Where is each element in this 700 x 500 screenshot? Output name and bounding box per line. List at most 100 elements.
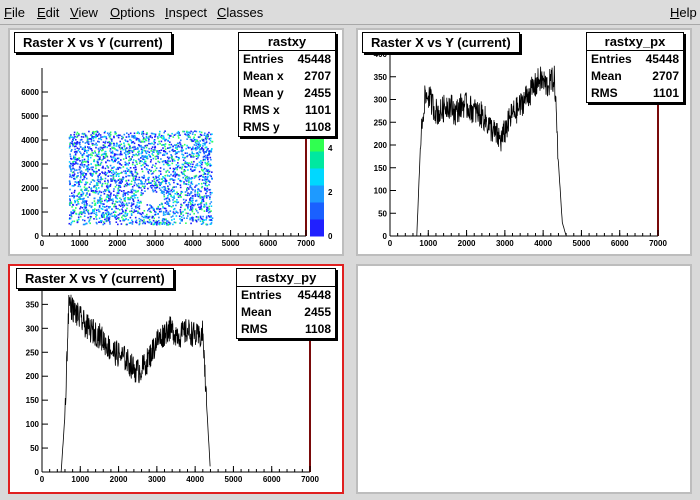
- rastxy-plot[interactable]: 0 1000 2000 3000 4000 5000 6000 700001000200030…: [10, 30, 346, 258]
- heatmap-cell: [93, 180, 96, 182]
- y-tick-label: 300: [26, 324, 40, 333]
- heatmap-cell: [150, 223, 153, 225]
- heatmap-cell: [132, 195, 135, 197]
- heatmap-cell: [99, 201, 101, 204]
- menu-inspect[interactable]: Inspect: [165, 5, 207, 20]
- heatmap-cell: [163, 191, 165, 193]
- heatmap-cell: [93, 160, 96, 163]
- heatmap-cell: [109, 148, 112, 150]
- pad-rastxy-px[interactable]: 0 1000 2000 3000 4000 5000 6000 7000 0 50 100 150 20…: [356, 28, 692, 256]
- heatmap-cell: [105, 173, 107, 176]
- heatmap-cell: [191, 210, 194, 213]
- heatmap-cell: [95, 211, 98, 214]
- pad-rastxy[interactable]: 0 1000 2000 3000 4000 5000 6000 7000 0 1000 2000 30…: [8, 28, 344, 256]
- menu-classes[interactable]: Classes: [217, 5, 264, 20]
- heatmap-cell: [165, 220, 168, 222]
- heatmap-cell: [193, 175, 196, 178]
- pad-empty[interactable]: [356, 264, 692, 494]
- heatmap-cell: [86, 140, 89, 142]
- heatmap-cell: [139, 212, 141, 215]
- heatmap-cell: [130, 213, 133, 215]
- heatmap-cell: [97, 180, 100, 183]
- heatmap-cell: [174, 133, 177, 136]
- heatmap-cell: [130, 210, 133, 212]
- heatmap-cell: [172, 223, 174, 226]
- heatmap-cell: [104, 140, 107, 143]
- menu-file[interactable]: File: [4, 5, 25, 20]
- heatmap-cell: [186, 152, 188, 154]
- stats-row: RMS x 1101: [239, 102, 335, 119]
- heatmap-cell: [141, 160, 143, 163]
- heatmap-cell: [204, 178, 206, 180]
- heatmap-cell: [149, 161, 152, 163]
- heatmap-cell: [101, 212, 104, 214]
- heatmap-cell: [161, 190, 163, 192]
- menu-edit[interactable]: Edit: [37, 5, 60, 20]
- heatmap-cell: [75, 133, 78, 136]
- heatmap-cell: [189, 186, 191, 188]
- heatmap-cell: [80, 170, 83, 173]
- heatmap-cell: [85, 189, 88, 191]
- heatmap-cell: [79, 195, 81, 198]
- heatmap-cell: [134, 171, 137, 174]
- menu-help[interactable]: Help: [670, 5, 697, 20]
- heatmap-cell: [121, 135, 123, 138]
- heatmap-cell: [183, 170, 185, 173]
- heatmap-cell: [105, 161, 107, 164]
- heatmap-cell: [185, 204, 188, 206]
- heatmap-cell: [174, 192, 176, 195]
- heatmap-cell: [103, 153, 105, 155]
- heatmap-cell: [118, 166, 121, 169]
- heatmap-cell: [177, 135, 180, 137]
- stats-label: Mean: [241, 305, 272, 319]
- heatmap-cell: [134, 166, 137, 168]
- heatmap-cell: [115, 145, 118, 147]
- heatmap-cell: [195, 158, 198, 160]
- heatmap-cell: [148, 169, 151, 171]
- heatmap-cell: [178, 150, 180, 153]
- heatmap-cell: [197, 140, 199, 143]
- heatmap-cell: [157, 143, 159, 146]
- heatmap-cell: [205, 202, 208, 204]
- heatmap-cell: [185, 147, 187, 150]
- heatmap-cell: [205, 192, 207, 195]
- heatmap-cell: [149, 207, 151, 210]
- heatmap-cell: [147, 137, 150, 139]
- heatmap-cell: [116, 217, 119, 219]
- heatmap-cell: [97, 193, 100, 195]
- heatmap-cell: [179, 211, 182, 213]
- heatmap-cell: [141, 181, 143, 184]
- heatmap-cell: [127, 170, 129, 172]
- heatmap-cell: [173, 190, 175, 193]
- heatmap-cell: [114, 214, 116, 216]
- heatmap-cell: [85, 169, 87, 171]
- heatmap-cell: [178, 174, 181, 177]
- heatmap-cell: [206, 185, 209, 187]
- heatmap-cell: [122, 210, 124, 213]
- heatmap-cell: [197, 156, 199, 159]
- heatmap-cell: [71, 195, 73, 197]
- menu-options[interactable]: Options: [110, 5, 155, 20]
- heatmap-cell: [69, 165, 72, 168]
- heatmap-cell: [141, 189, 143, 191]
- heatmap-cell: [208, 183, 210, 186]
- heatmap-cell: [120, 203, 123, 205]
- stats-value: 45448: [297, 288, 331, 302]
- heatmap-cell: [171, 162, 174, 165]
- heatmap-cell: [74, 153, 77, 156]
- menu-view[interactable]: View: [70, 5, 98, 20]
- heatmap-cell: [140, 148, 143, 151]
- heatmap-cell: [95, 221, 98, 224]
- heatmap-cell: [190, 140, 193, 142]
- heatmap-cell: [83, 132, 86, 135]
- heatmap-cell: [180, 171, 183, 174]
- heatmap-cell: [114, 215, 117, 218]
- pad-rastxy-py[interactable]: 0 1000 2000 3000 4000 5000 6000 7000 0 50 100 150 20…: [8, 264, 344, 494]
- heatmap-cell: [131, 197, 134, 200]
- heatmap-cell: [73, 157, 75, 159]
- heatmap-cell: [82, 192, 85, 194]
- heatmap-cell: [133, 142, 136, 145]
- palette-tick-label: 0: [328, 232, 333, 241]
- heatmap-cell: [158, 174, 160, 177]
- heatmap-cell: [72, 136, 75, 139]
